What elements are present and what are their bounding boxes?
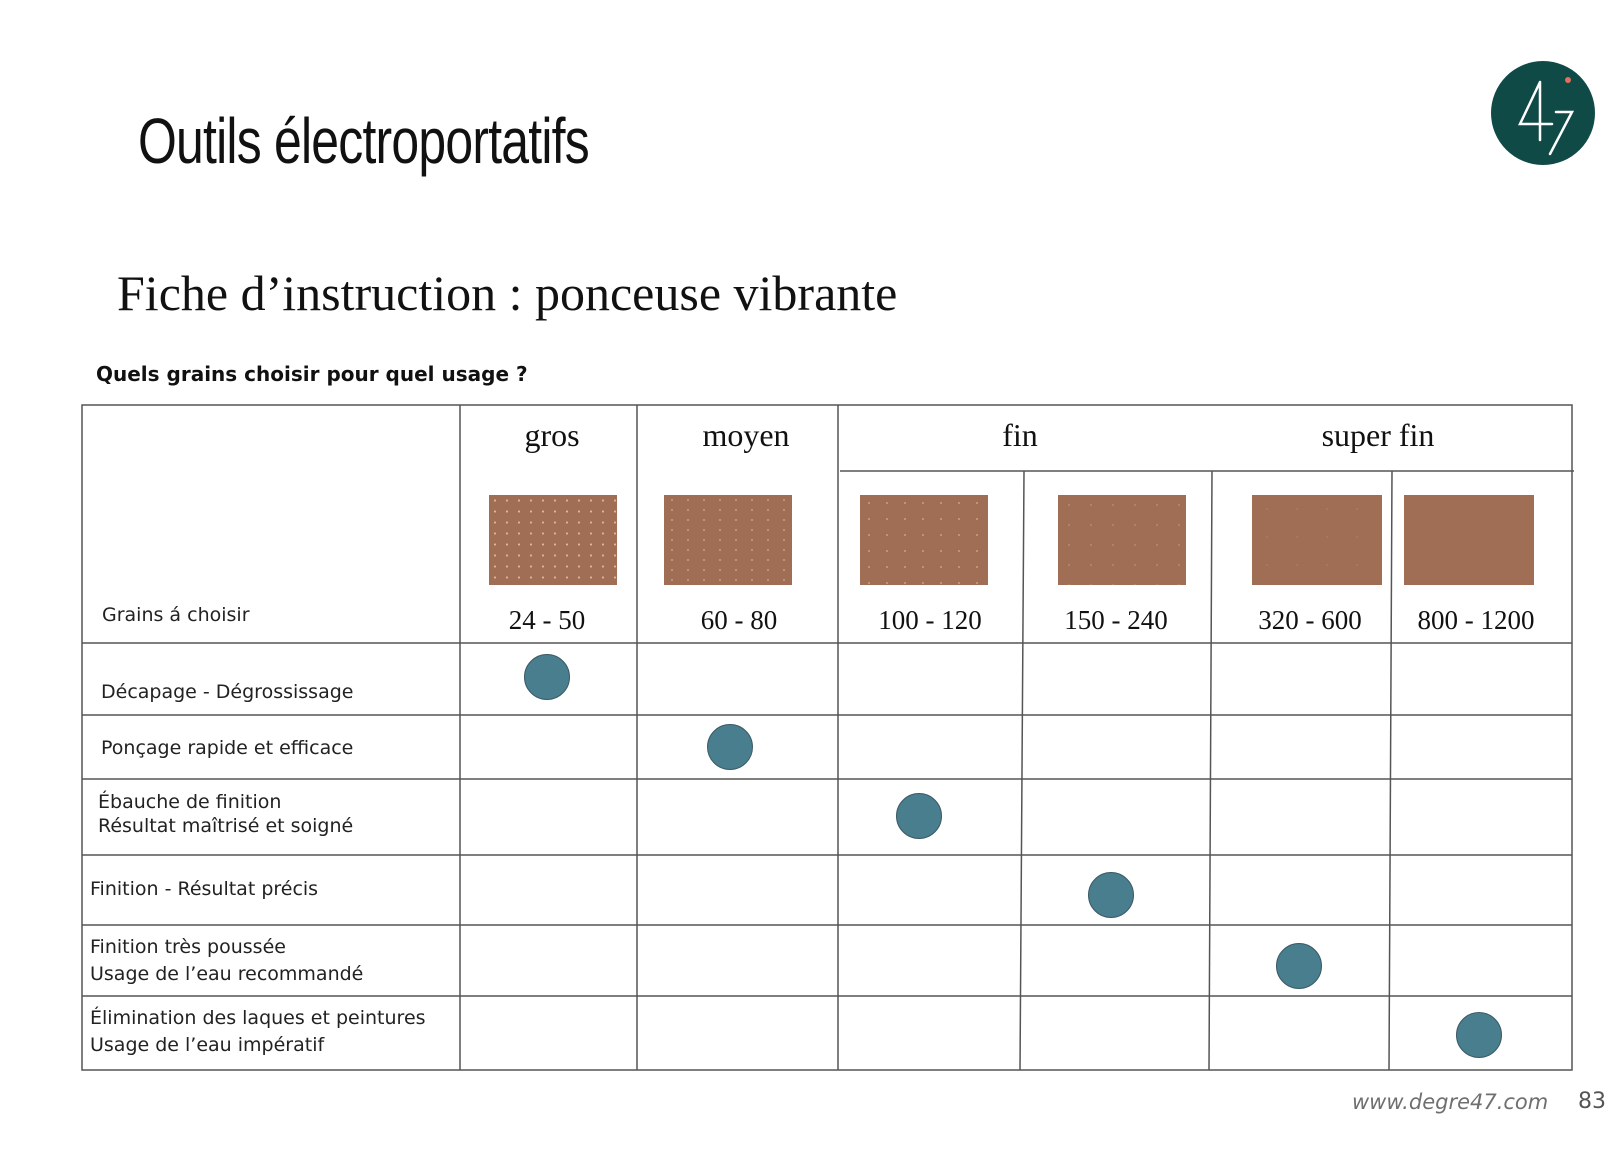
sandpaper-swatch-100-120 xyxy=(860,495,988,585)
category-gros: gros xyxy=(524,417,580,453)
page-number: 83 xyxy=(1578,1089,1606,1114)
sandpaper-swatch-24-50 xyxy=(489,495,617,585)
usage-label-ebauche: Ébauche de finition xyxy=(98,791,282,813)
recommendation-dot-finition-poussee xyxy=(1276,943,1322,989)
degre47-logo xyxy=(1491,61,1595,165)
grit-100-120: 100 - 120 xyxy=(878,605,982,635)
sheet-subtitle: Fiche d’instruction : ponceuse vibrante xyxy=(117,265,898,321)
footer-url: www.degre47.com xyxy=(1352,1090,1549,1114)
usage-label-finition-poussee: Finition très poussée xyxy=(90,936,286,958)
recommendation-dot-ebauche xyxy=(896,793,942,839)
recommendation-dot-decapage xyxy=(524,654,570,700)
usage-label-elimination: Élimination des laques et peintures xyxy=(90,1007,426,1029)
grit-320-600: 320 - 600 xyxy=(1258,605,1362,635)
recommendation-dot-finition xyxy=(1088,872,1134,918)
recommendation-dot-poncage xyxy=(707,724,753,770)
usage-label-finition: Finition - Résultat précis xyxy=(90,878,319,900)
sandpaper-swatch-150-240 xyxy=(1058,495,1186,585)
usage-label-elimination-detail: Usage de l’eau impératif xyxy=(90,1034,325,1056)
grains-corner-label: Grains á choisir xyxy=(102,604,250,626)
usage-label-decapage: Décapage - Dégrossissage xyxy=(101,681,354,703)
grit-150-240: 150 - 240 xyxy=(1064,605,1168,635)
sandpaper-swatch-60-80 xyxy=(664,495,792,585)
grit-24-50: 24 - 50 xyxy=(508,605,586,635)
page-title: Outils électroportatifs xyxy=(138,105,590,177)
grit-60-80: 60 - 80 xyxy=(700,605,778,635)
sandpaper-swatch-800-1200 xyxy=(1404,495,1534,585)
recommendation-dot-elimination xyxy=(1456,1012,1502,1058)
usage-label-poncage: Ponçage rapide et efficace xyxy=(101,737,354,759)
usage-label-finition-poussee-detail: Usage de l’eau recommandé xyxy=(90,963,364,985)
sandpaper-swatch-320-600 xyxy=(1252,495,1382,585)
category-moyen: moyen xyxy=(702,417,790,453)
category-super-fin: super fin xyxy=(1321,417,1435,453)
usage-label-ebauche-detail: Résultat maîtrisé et soigné xyxy=(98,815,354,837)
grit-800-1200: 800 - 1200 xyxy=(1417,605,1535,635)
grit-question: Quels grains choisir pour quel usage ? xyxy=(96,362,528,386)
category-fin: fin xyxy=(1002,417,1038,453)
